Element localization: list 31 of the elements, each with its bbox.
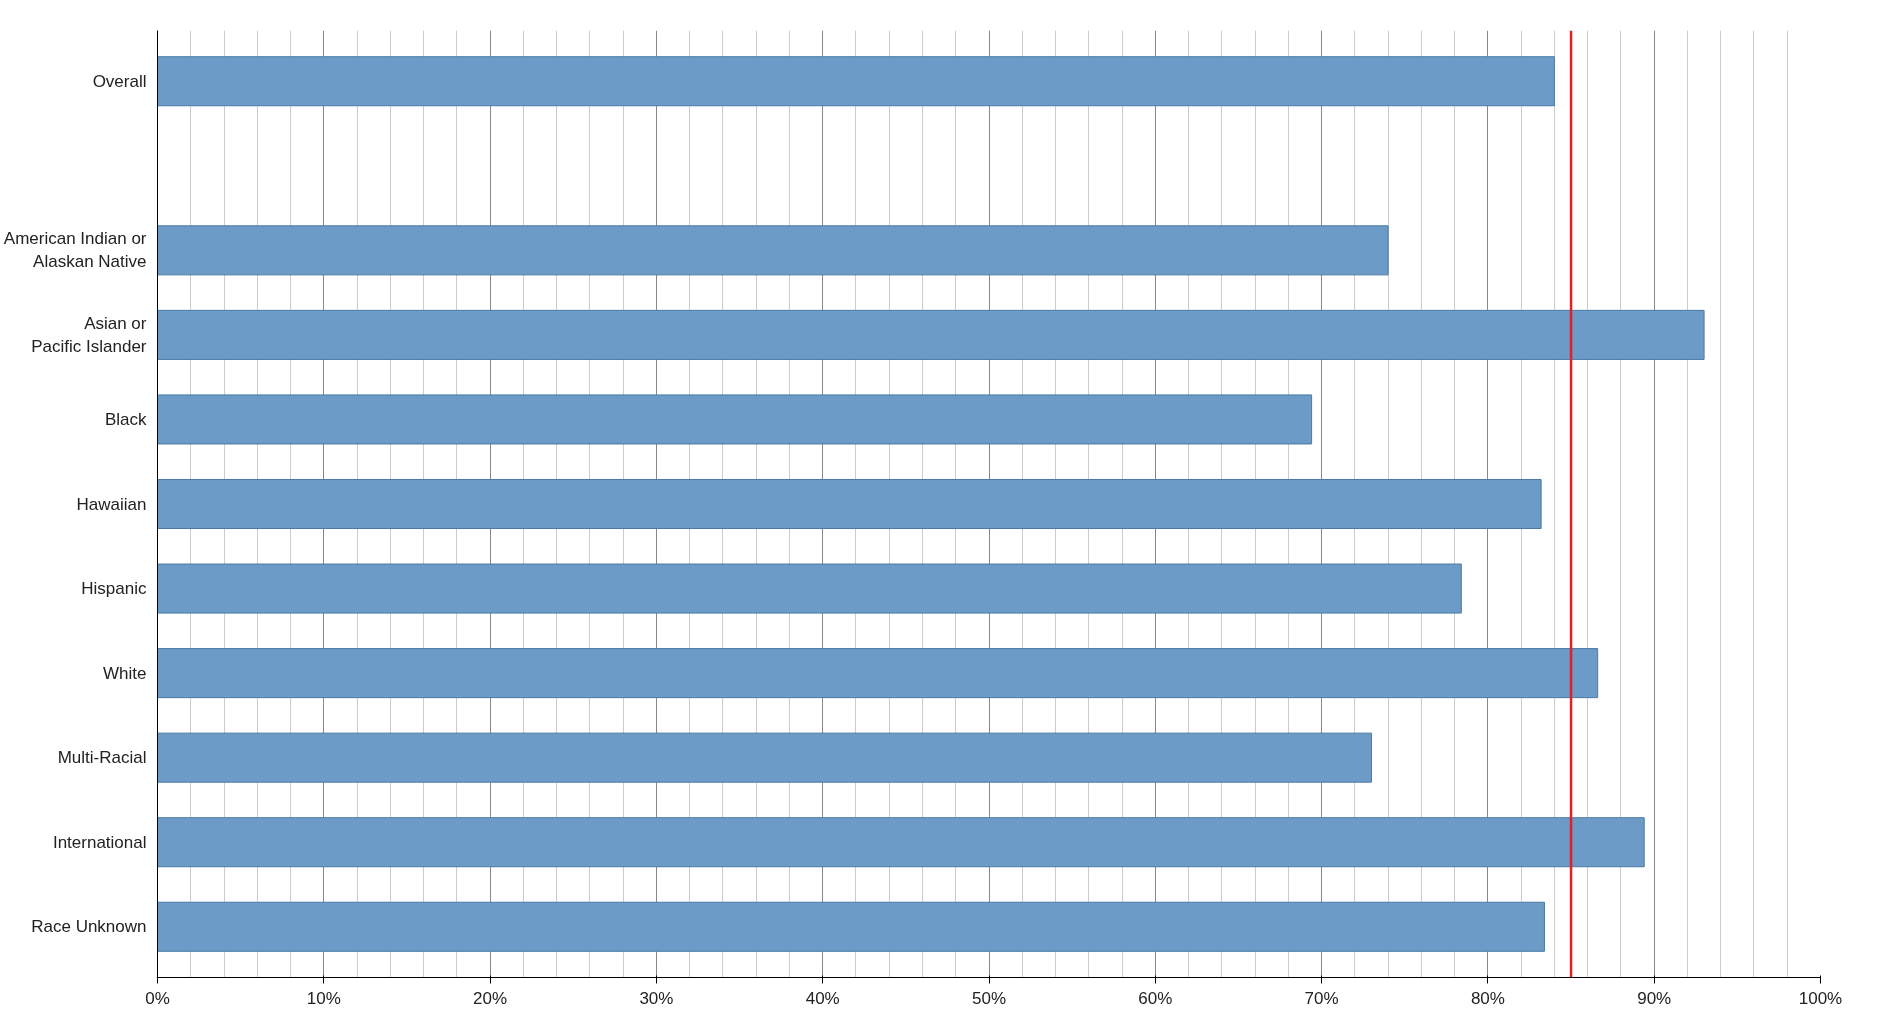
y-tick-label: Race Unknown	[31, 917, 147, 937]
x-tick-label: 70%	[1304, 988, 1339, 1008]
bar	[157, 901, 1545, 952]
bar	[157, 732, 1372, 783]
x-tick-label: 0%	[145, 988, 170, 1008]
x-tick-label: 40%	[805, 988, 840, 1008]
y-tick-label: White	[103, 663, 147, 683]
bar	[157, 817, 1645, 868]
x-tick-label: 60%	[1138, 988, 1173, 1008]
y-tick-label: Asian or Pacific Islander	[31, 313, 147, 356]
y-tick-label: Hispanic	[81, 579, 147, 599]
bar	[157, 394, 1313, 445]
x-tick-label: 30%	[639, 988, 674, 1008]
x-tick-label: 90%	[1637, 988, 1672, 1008]
y-tick-label: Black	[104, 409, 147, 429]
x-tick-label: 20%	[473, 988, 508, 1008]
bar	[157, 309, 1705, 360]
y-tick-label: Multi-Racial	[57, 748, 147, 768]
y-tick-label: International	[52, 832, 147, 852]
x-tick-label: 100%	[1798, 988, 1843, 1008]
y-tick-label: American Indian or Alaskan Native	[3, 229, 147, 272]
x-tick-label: 50%	[971, 988, 1007, 1008]
bar	[157, 648, 1599, 699]
x-tick-label: 80%	[1470, 988, 1505, 1008]
bar	[157, 478, 1542, 530]
bar	[157, 225, 1389, 276]
bar	[157, 563, 1462, 614]
y-tick-label: Overall	[92, 71, 147, 91]
bar	[157, 56, 1555, 107]
x-tick-label: 10%	[306, 988, 341, 1008]
y-tick-label: Hawaiian	[76, 494, 147, 514]
